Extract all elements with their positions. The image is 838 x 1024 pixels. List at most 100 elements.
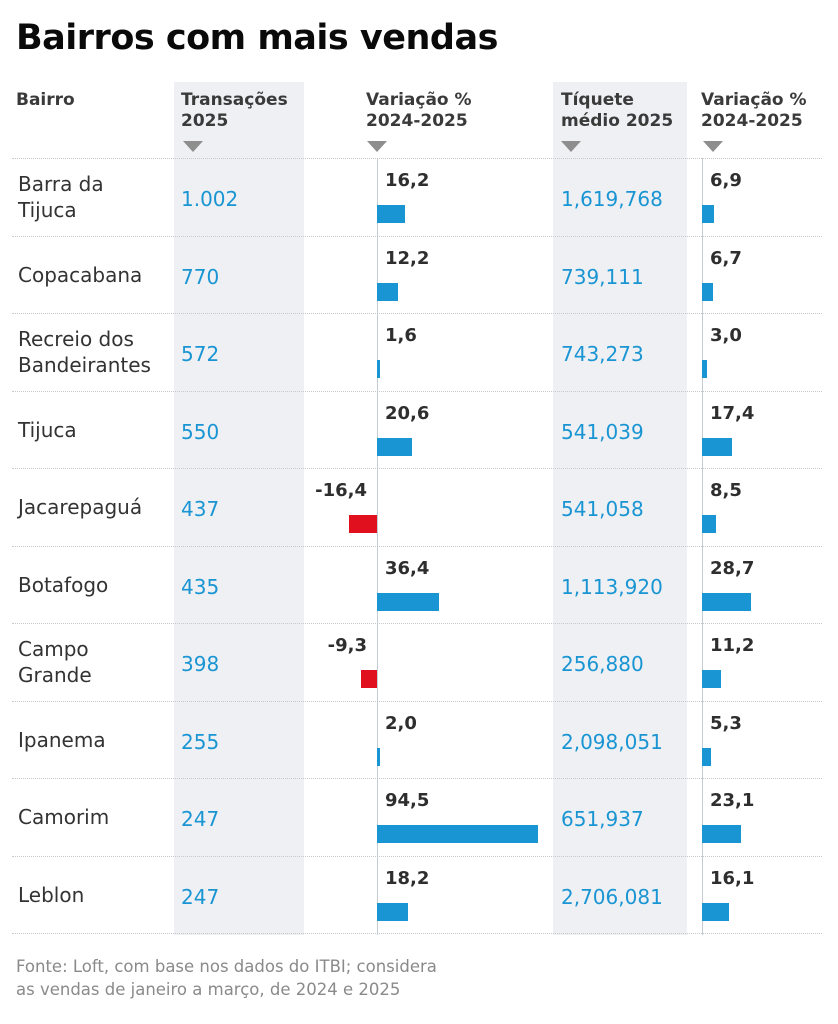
header-bairro: Bairro [16, 90, 75, 111]
variacao-tiquete-label: 11,2 [710, 635, 755, 656]
header-variacao-tiquete-label: Variação % 2024-2025 [701, 90, 807, 131]
header-transacoes-label: Transações 2025 [181, 90, 288, 131]
tiquete-value: 541,058 [561, 497, 644, 521]
transacoes-value: 247 [181, 884, 220, 909]
variacao-tiquete-bar [702, 282, 714, 301]
variacao-transacoes-bar [361, 670, 377, 688]
variacao-tiquete-label: 5,3 [710, 712, 742, 734]
variacao-transacoes-bar [377, 282, 398, 301]
sort-arrow-variacao-tiquete-icon[interactable] [703, 141, 723, 152]
variacao-tiquete-label: 6,7 [710, 247, 742, 269]
source-footnote: Fonte: Loft, com base nos dados do ITBI;… [16, 957, 437, 999]
variacao-transacoes-bar [377, 205, 405, 223]
neighborhood-name: Tijuca [18, 417, 77, 442]
neighborhood-name: Ipanema [18, 727, 106, 752]
row-separator [12, 468, 822, 469]
header-transacoes[interactable]: Transações 2025 [181, 90, 288, 132]
variacao-tiquete-label: 3,0 [710, 325, 742, 346]
header-variacao-transacoes[interactable]: Variação % 2024-2025 [366, 90, 472, 132]
tiquete-value: 541,039 [561, 419, 644, 444]
neighborhood-name: Camorim [18, 805, 110, 829]
variacao-tiquete-label: 16,1 [710, 867, 755, 889]
transacoes-column-band [174, 82, 304, 935]
transacoes-value: 247 [181, 807, 220, 831]
variacao-transacoes-bar [377, 747, 381, 766]
header-variacao-tiquete[interactable]: Variação % 2024-2025 [701, 90, 807, 132]
neighborhood-name: Leblon [18, 882, 85, 907]
tiquete-value: 1,619,768 [561, 187, 663, 211]
row-separator [12, 855, 822, 857]
sort-arrow-transacoes-icon[interactable] [183, 141, 203, 152]
row-separator [12, 623, 822, 624]
variacao-tiquete-bar [702, 437, 732, 456]
sort-arrow-tiquete-icon[interactable] [561, 141, 581, 152]
sort-arrow-variacao-transacoes-icon[interactable] [367, 141, 387, 152]
tiquete-value: 256,880 [561, 652, 644, 676]
variacao-tiquete-bar [702, 902, 730, 921]
variacao-tiquete-bar [702, 747, 711, 766]
variacao-transacoes-bar [377, 825, 538, 843]
row-separator [12, 158, 822, 159]
variacao-transacoes-label: 94,5 [385, 790, 430, 811]
variacao-transacoes-bar [377, 360, 380, 378]
variacao-transacoes-bar [349, 515, 377, 533]
variacao-transacoes-label: -9,3 [327, 635, 367, 656]
variacao-transacoes-label: -16,4 [315, 480, 367, 501]
variacao-transacoes-label: 18,2 [385, 867, 430, 889]
variacao-tiquete-label: 8,5 [710, 480, 742, 501]
variacao-tiquete-label: 23,1 [710, 790, 755, 811]
neighborhood-name: Recreio dos Bandeirantes [18, 327, 151, 377]
tiquete-value: 651,937 [561, 807, 644, 831]
variacao-tiquete-label: 28,7 [710, 557, 755, 579]
transacoes-value: 1.002 [181, 187, 239, 211]
variacao-transacoes-label: 12,2 [385, 247, 430, 269]
variacao-tiquete-bar [702, 592, 751, 611]
transacoes-value: 435 [181, 574, 220, 599]
neighborhood-name: Campo Grande [18, 637, 92, 687]
variacao-tiquete-label: 6,9 [710, 170, 742, 191]
header-bairro-label: Bairro [16, 90, 75, 110]
header-variacao-transacoes-label: Variação % 2024-2025 [366, 90, 472, 131]
tiquete-value: 739,111 [561, 264, 644, 289]
variacao-transacoes-zero-axis [377, 158, 378, 935]
header-tiquete-label: Tíquete médio 2025 [561, 90, 674, 131]
tiquete-value: 2,098,051 [561, 729, 663, 754]
neighborhood-name: Jacarepaguá [18, 495, 143, 519]
variacao-tiquete-bar [702, 205, 714, 223]
row-separator [12, 313, 822, 314]
variacao-transacoes-bar [377, 902, 408, 921]
variacao-transacoes-label: 1,6 [385, 325, 417, 346]
transacoes-value: 255 [181, 729, 220, 754]
transacoes-value: 572 [181, 342, 220, 366]
row-separator [12, 235, 822, 237]
variacao-tiquete-label: 17,4 [710, 402, 755, 424]
transacoes-value: 398 [181, 652, 220, 676]
variacao-tiquete-zero-axis [702, 158, 703, 935]
neighborhood-name: Copacabana [18, 262, 143, 287]
transacoes-value: 550 [181, 419, 220, 444]
variacao-transacoes-bar [377, 437, 413, 456]
transacoes-value: 437 [181, 497, 220, 521]
variacao-transacoes-label: 16,2 [385, 170, 430, 191]
variacao-tiquete-bar [702, 825, 742, 843]
neighborhood-name: Botafogo [18, 572, 109, 597]
tiquete-value: 2,706,081 [561, 884, 663, 909]
neighborhood-name: Barra da Tijuca [18, 172, 104, 222]
row-separator [12, 545, 822, 547]
header-tiquete[interactable]: Tíquete médio 2025 [561, 90, 673, 132]
variacao-tiquete-bar [702, 670, 722, 688]
tiquete-column-band [553, 82, 687, 935]
transacoes-value: 770 [181, 264, 220, 289]
variacao-transacoes-bar [377, 592, 439, 611]
row-separator [12, 933, 822, 934]
tiquete-value: 743,273 [561, 342, 644, 366]
variacao-tiquete-bar [702, 515, 717, 533]
tiquete-value: 1,113,920 [561, 574, 663, 599]
variacao-transacoes-label: 36,4 [385, 557, 430, 579]
row-separator [12, 390, 822, 392]
variacao-transacoes-label: 2,0 [385, 712, 417, 734]
variacao-transacoes-label: 20,6 [385, 402, 430, 424]
variacao-tiquete-bar [702, 360, 708, 378]
row-separator [12, 778, 822, 779]
row-separator [12, 700, 822, 702]
